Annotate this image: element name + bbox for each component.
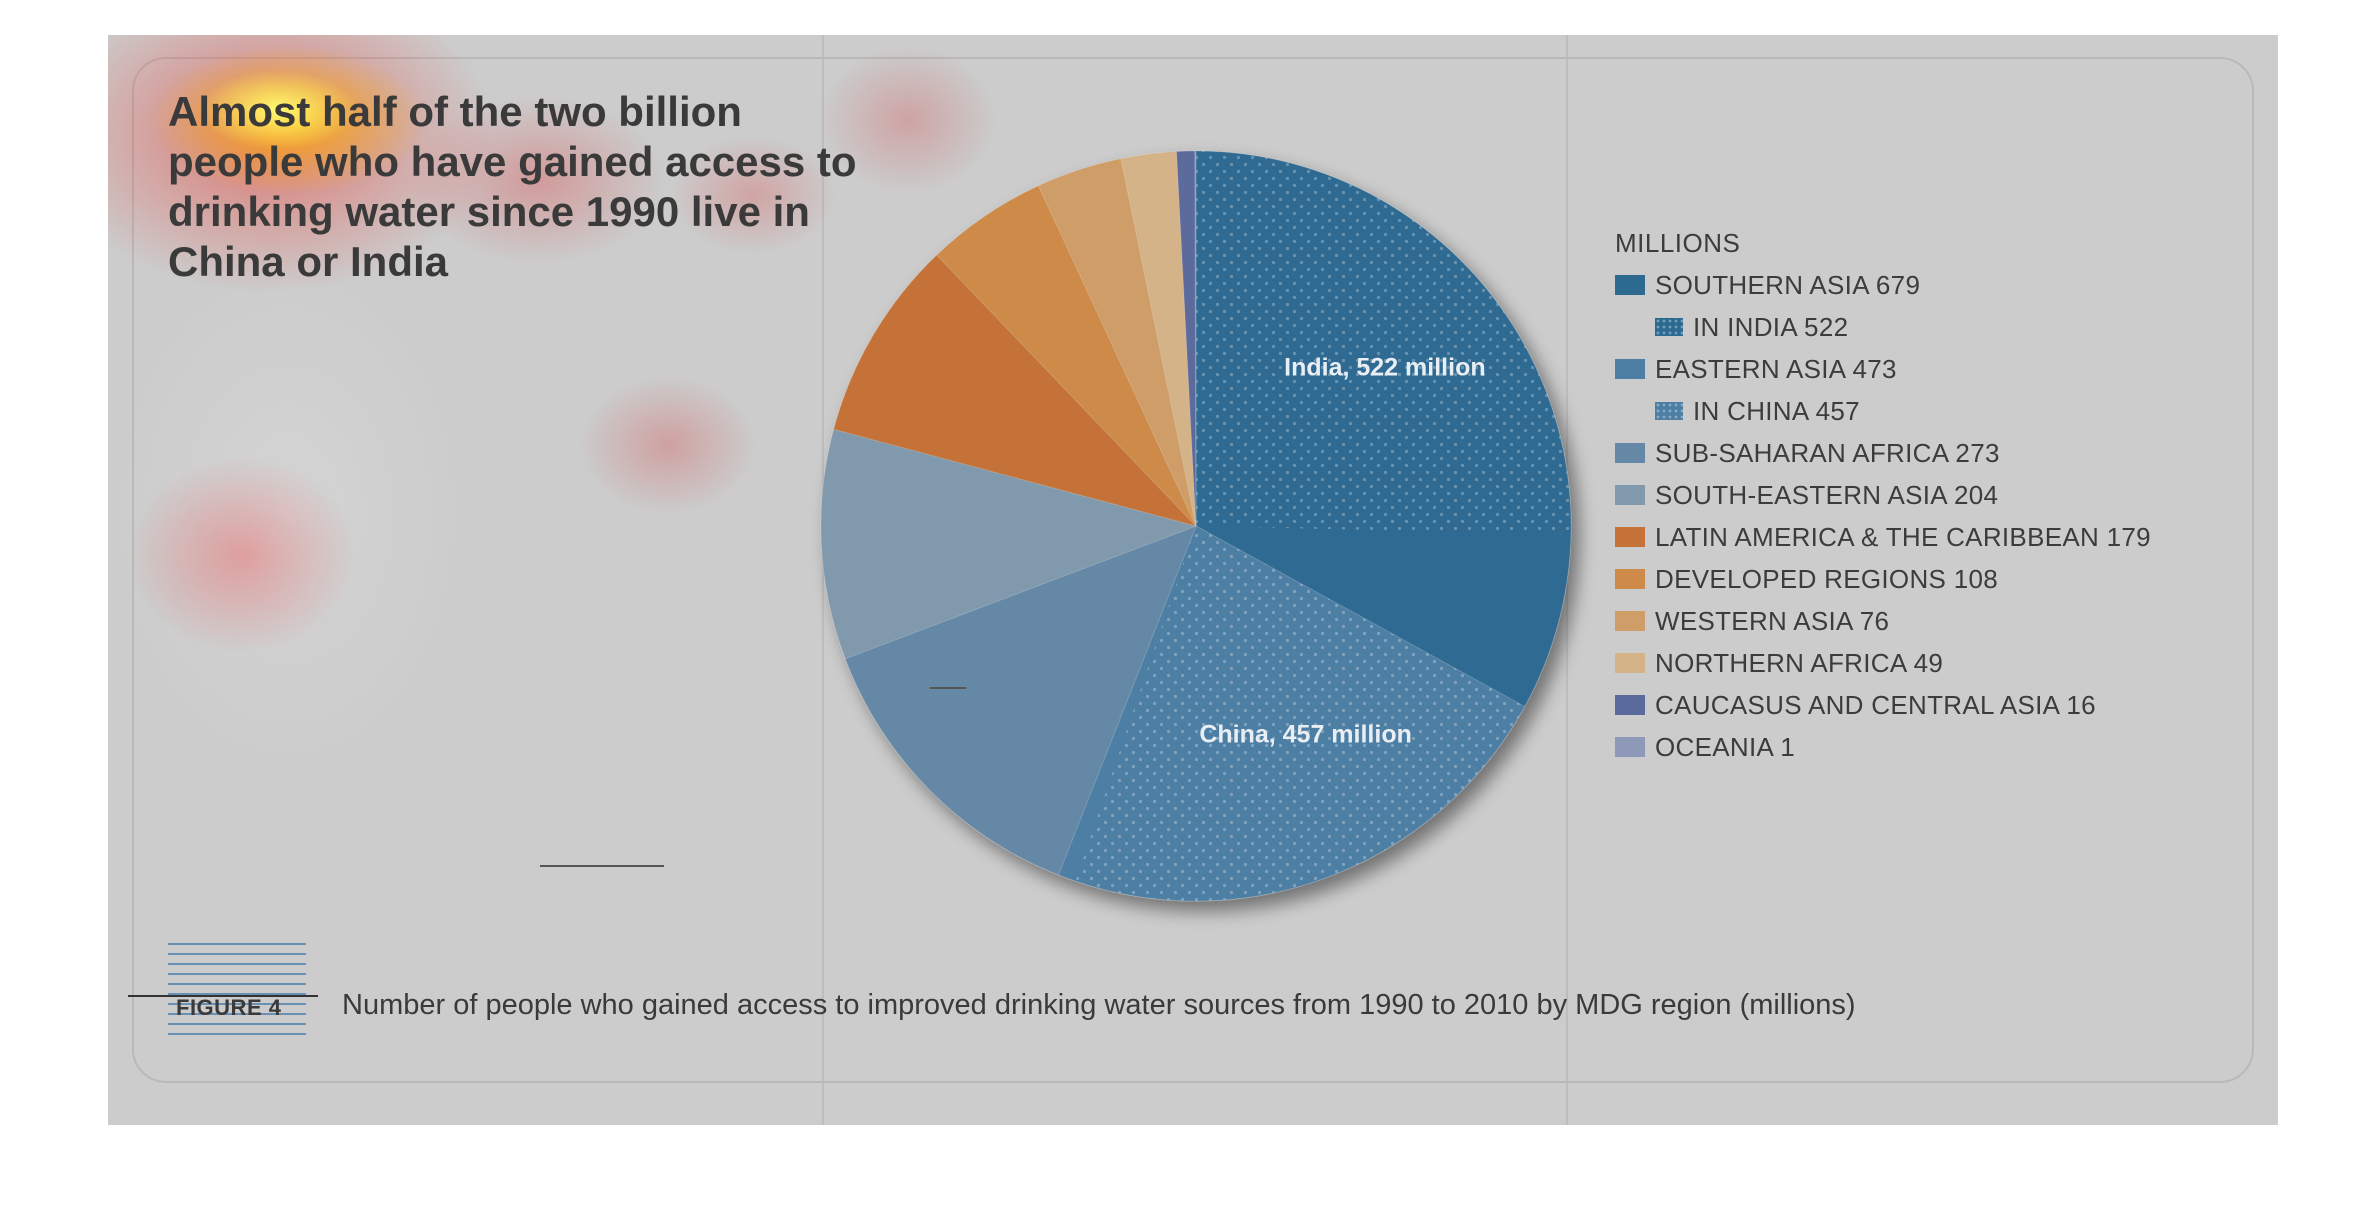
pie-label-in-india: India, 522 million (1284, 353, 1485, 381)
pie-label-in-china: China, 457 million (1199, 720, 1412, 748)
figure-label-rule (168, 1033, 306, 1035)
legend-label: SOUTH-EASTERN ASIA 204 (1655, 479, 1999, 510)
legend-label: OCEANIA 1 (1655, 731, 1795, 762)
pie-slices (820, 150, 1572, 902)
legend-item-southern-asia-679: SOUTHERN ASIA 679 (1615, 264, 2151, 306)
legend: MILLIONS SOUTHERN ASIA 679 IN INDIA 522 EA… (1615, 222, 2151, 768)
legend-item-developed-regions-108: DEVELOPED REGIONS 108 (1615, 558, 2151, 600)
legend-label: DEVELOPED REGIONS 108 (1655, 563, 1998, 594)
legend-item-latin-america-the-caribbean-179: LATIN AMERICA & THE CARIBBEAN 179 (1615, 516, 2151, 558)
figure-label-rule (168, 953, 306, 955)
legend-rows: SOUTHERN ASIA 679 IN INDIA 522 EASTERN ASI… (1615, 264, 2151, 768)
legend-label: LATIN AMERICA & THE CARIBBEAN 179 (1655, 521, 2151, 552)
legend-item-in-india-522: IN INDIA 522 (1615, 306, 2151, 348)
pie-slice-sub-saharan-africa (844, 525, 1197, 876)
legend-swatch (1615, 359, 1645, 379)
figure-label-rule (168, 1003, 306, 1005)
figure-label-rule (168, 943, 306, 945)
stray-tick (930, 687, 966, 689)
pie-chart: India, 522 million China, 457 million (820, 150, 1572, 902)
legend-swatch (1655, 318, 1683, 336)
legend-item-south-eastern-asia-204: SOUTH-EASTERN ASIA 204 (1615, 474, 2151, 516)
figure-label-rule (168, 983, 306, 985)
legend-label: SUB-SAHARAN AFRICA 273 (1655, 437, 2000, 468)
legend-item-caucasus-and-central-asia-16: CAUCASUS AND CENTRAL ASIA 16 (1615, 684, 2151, 726)
figure-label-rule (168, 973, 306, 975)
figure-panel: India, 522 million China, 457 million Alm… (108, 35, 2278, 1125)
legend-swatch (1655, 402, 1683, 420)
figure-label-underline (128, 995, 318, 997)
legend-label: NORTHERN AFRICA 49 (1655, 647, 1944, 678)
figure-label-rule (168, 1023, 306, 1025)
legend-item-eastern-asia-473: EASTERN ASIA 473 (1615, 348, 2151, 390)
legend-label: SOUTHERN ASIA 679 (1655, 269, 1921, 300)
headline: Almost half of the two billion people wh… (168, 88, 857, 285)
pie-slice-latin-america-the-caribbean (833, 254, 1198, 527)
legend-swatch (1615, 569, 1645, 589)
pie-subslice-in-india (1196, 151, 1571, 535)
legend-swatch (1615, 485, 1645, 505)
legend-item-northern-africa-49: NORTHERN AFRICA 49 (1615, 642, 2151, 684)
legend-swatch (1615, 695, 1645, 715)
figure-label-rule (168, 963, 306, 965)
legend-item-oceania-1: OCEANIA 1 (1615, 726, 2151, 768)
figure-frame (132, 57, 2254, 1083)
legend-label: CAUCASUS AND CENTRAL ASIA 16 (1655, 689, 2096, 720)
legend-label: IN CHINA 457 (1693, 395, 1860, 426)
legend-unit-title: MILLIONS (1615, 228, 1741, 258)
figure-label-rule (168, 1013, 306, 1015)
pie-slice-south-eastern-asia (820, 428, 1198, 660)
legend-swatch (1615, 611, 1645, 631)
legend-item-sub-saharan-africa-273: SUB-SAHARAN AFRICA 273 (1615, 432, 2151, 474)
legend-item-in-china-457: IN CHINA 457 (1615, 390, 2151, 432)
pie-slice-oceania (1194, 150, 1197, 527)
legend-swatch (1615, 443, 1645, 463)
pie-subslice-in-china (1075, 526, 1525, 902)
legend-swatch (1615, 653, 1645, 673)
legend-swatch (1615, 527, 1645, 547)
legend-item-western-asia-76: WESTERN ASIA 76 (1615, 600, 2151, 642)
figure-label-rule (168, 993, 306, 995)
column-guide-left (822, 35, 824, 1125)
legend-label: EASTERN ASIA 473 (1655, 353, 1897, 384)
stray-rule (540, 865, 664, 867)
legend-swatch (1615, 737, 1645, 757)
figure-label: FIGURE 4 (176, 995, 282, 1020)
legend-label: WESTERN ASIA 76 (1655, 605, 1890, 636)
legend-label: IN INDIA 522 (1693, 311, 1849, 342)
figure-caption: Number of people who gained access to im… (342, 989, 1856, 1021)
legend-swatch (1615, 275, 1645, 295)
